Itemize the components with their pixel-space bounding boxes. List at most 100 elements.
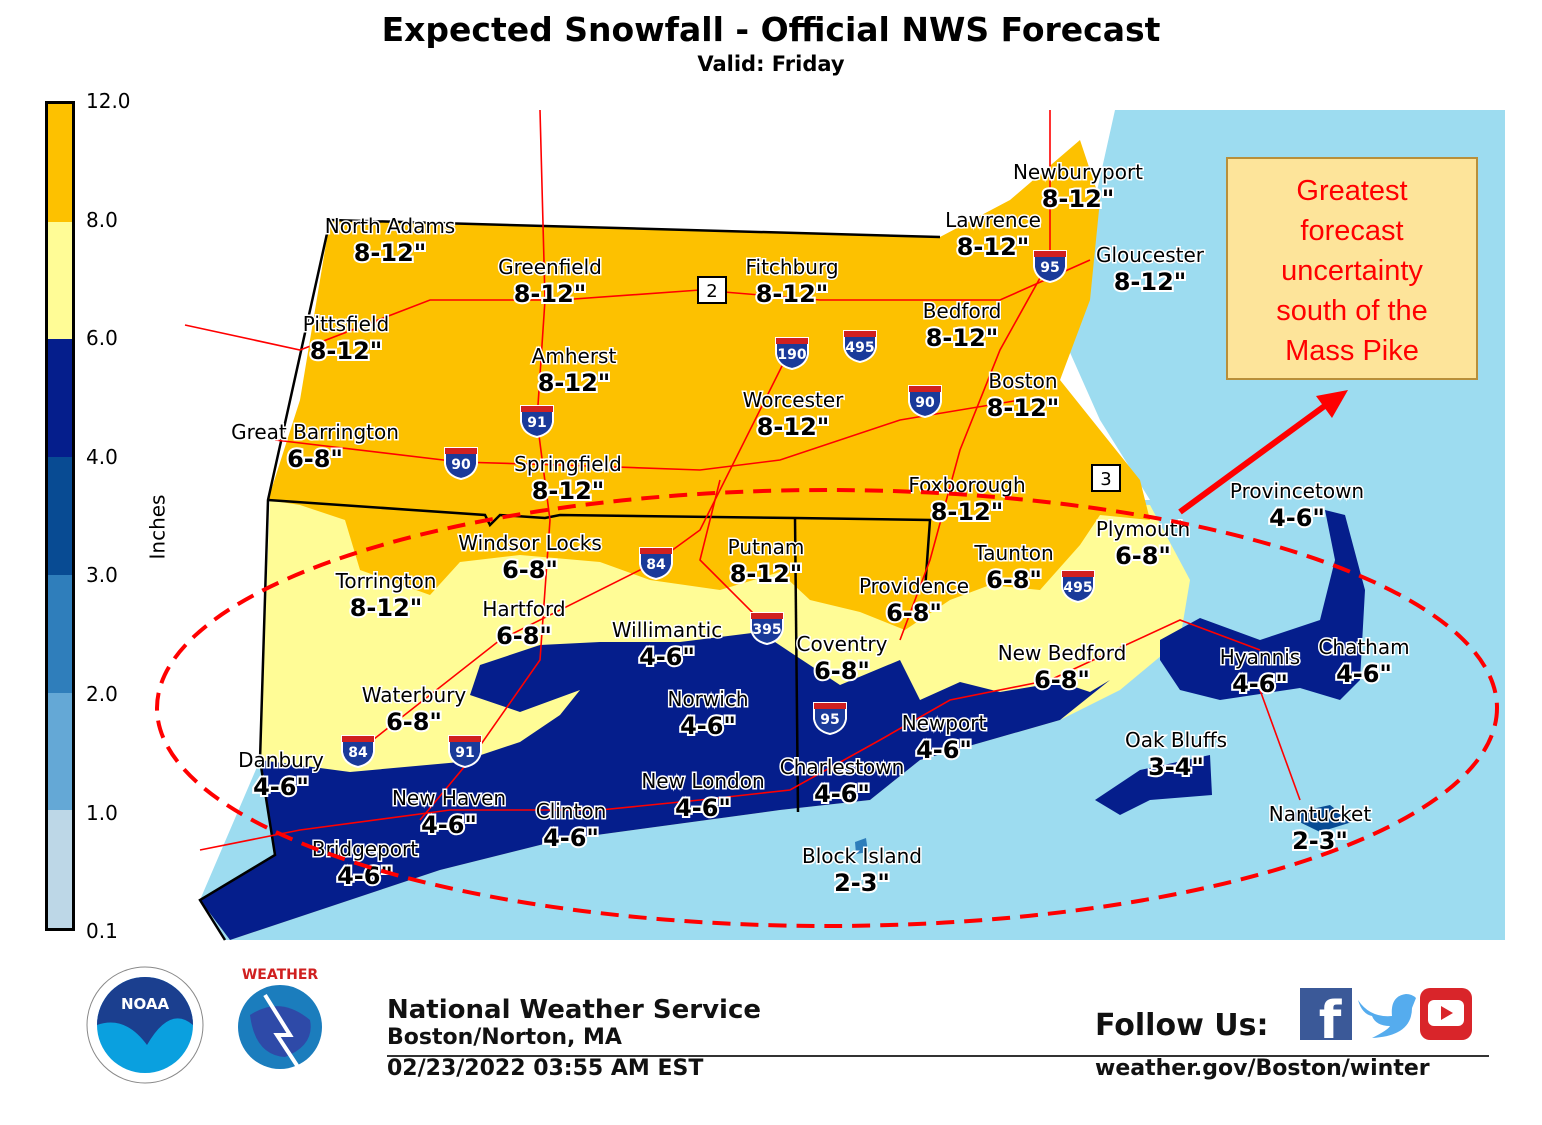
legend-tick-label: 3.0 [86,563,118,588]
state-borders [329,218,941,239]
facebook-icon[interactable]: f [1300,988,1352,1040]
uncertainty-ellipse [155,488,1499,928]
snowfall-range: 8-12" [926,324,999,352]
location-name: Hartford [482,597,565,621]
location-name: Greenfield [498,255,602,279]
location-name: North Adams [325,214,455,238]
location-name: Provincetown [1230,479,1364,503]
snowfall-range: 8-12" [730,560,803,588]
twitter-icon[interactable] [1358,994,1416,1038]
location-name: Waterbury [362,683,467,707]
snowfall-range: 8-12" [514,280,587,308]
snowfall-range: 4-6" [675,794,731,822]
snowfall-range: 4-6" [1269,504,1325,532]
legend-tick-label: 8.0 [86,207,118,232]
snowfall-range: 6-8" [886,599,942,627]
location-name: Gloucester [1096,243,1205,267]
svg-text:WEATHER: WEATHER [242,967,319,983]
snowfall-range: 8-12" [931,498,1004,526]
shield-number: 190 [777,347,806,363]
location-name: Springfield [514,452,622,476]
location-name: Chatham [1318,635,1409,659]
location-name: Coventry [797,632,888,656]
snowfall-range: 6-8" [986,566,1042,594]
snowfall-range: 4-6" [421,811,477,839]
snowfall-range: 6-8" [496,622,552,650]
location-name: Providence [859,574,969,598]
youtube-icon[interactable] [1420,988,1472,1040]
snowfall-range: 8-12" [1042,185,1115,213]
map-title: Expected Snowfall - Official NWS Forecas… [381,10,1161,49]
location-name: Clinton [536,799,607,823]
snowfall-range: 8-12" [1114,268,1187,296]
snowfall-range: 4-6" [1232,670,1288,698]
snow-zone-8-12 [268,140,1150,630]
annotation-arrow-line [1178,399,1332,515]
snowfall-range: 8-12" [756,280,829,308]
snowfall-range: 6-8" [1115,542,1171,570]
noaa-logo: NOAA [86,966,204,1084]
location-name: New Haven [392,786,506,810]
shield-number: 395 [752,622,781,638]
snowfall-range: 8-12" [354,239,427,267]
snowfall-range: 4-6" [639,643,695,671]
cape-cod [1160,510,1365,700]
snowfall-range: 3-4" [1148,753,1204,781]
shield-number: 84 [348,745,368,761]
snowfall-range: 6-8" [386,708,442,736]
snowfall-range: 8-12" [757,413,830,441]
location-name: Worcester [743,388,844,412]
location-name: Hyannis [1220,645,1300,669]
legend-color-swatch [48,574,72,693]
shield-number: 91 [527,415,546,431]
follow-us-label: Follow Us: [1095,1008,1269,1043]
snowfall-range: 4-6" [253,773,309,801]
social-icons: f [1300,988,1472,1040]
footer-url[interactable]: weather.gov/Boston/winter [1095,1056,1430,1081]
interstate-shield-icon: 84 [639,547,673,581]
callout-line: Mass Pike [1285,335,1419,367]
route-number: 3 [1100,469,1111,490]
footer-divider [387,1055,1489,1057]
legend-tick-label: 6.0 [86,326,118,351]
interstate-shields: 190 495 90 91 90 84 95 495 395 95 84 91 [341,250,1095,769]
state-border-ny [198,219,332,941]
location-name: Charlestown [780,755,905,779]
shield-number: 95 [820,712,839,728]
shield-number: 91 [455,745,474,761]
legend-color-swatch [48,221,72,340]
location-name: Great Barrington [231,420,399,444]
legend-tick-label: 0.1 [86,919,118,944]
snowfall-range: 8-12" [310,337,383,365]
location-name: Boston [988,369,1057,393]
snowfall-range: 2-3" [834,869,890,897]
snowfall-range: 6-8" [814,657,870,685]
snowfall-range: 6-8" [287,445,343,473]
snowfall-range: 4-6" [916,736,972,764]
interstate-shield-icon: 91 [520,405,554,439]
location-name: Norwich [667,687,748,711]
location-name: Fitchburg [745,255,838,279]
shield-number: 84 [646,557,666,573]
route-number: 2 [706,281,717,302]
location-name: Putnam [728,535,805,559]
interstate-shield-icon: 395 [750,612,784,646]
location-name: Pittsfield [303,312,389,336]
location-name: Newburyport [1013,160,1143,184]
nws-logo: WEATHER [224,967,336,1083]
location-name: Amherst [532,344,617,368]
shield-number: 90 [451,457,471,473]
